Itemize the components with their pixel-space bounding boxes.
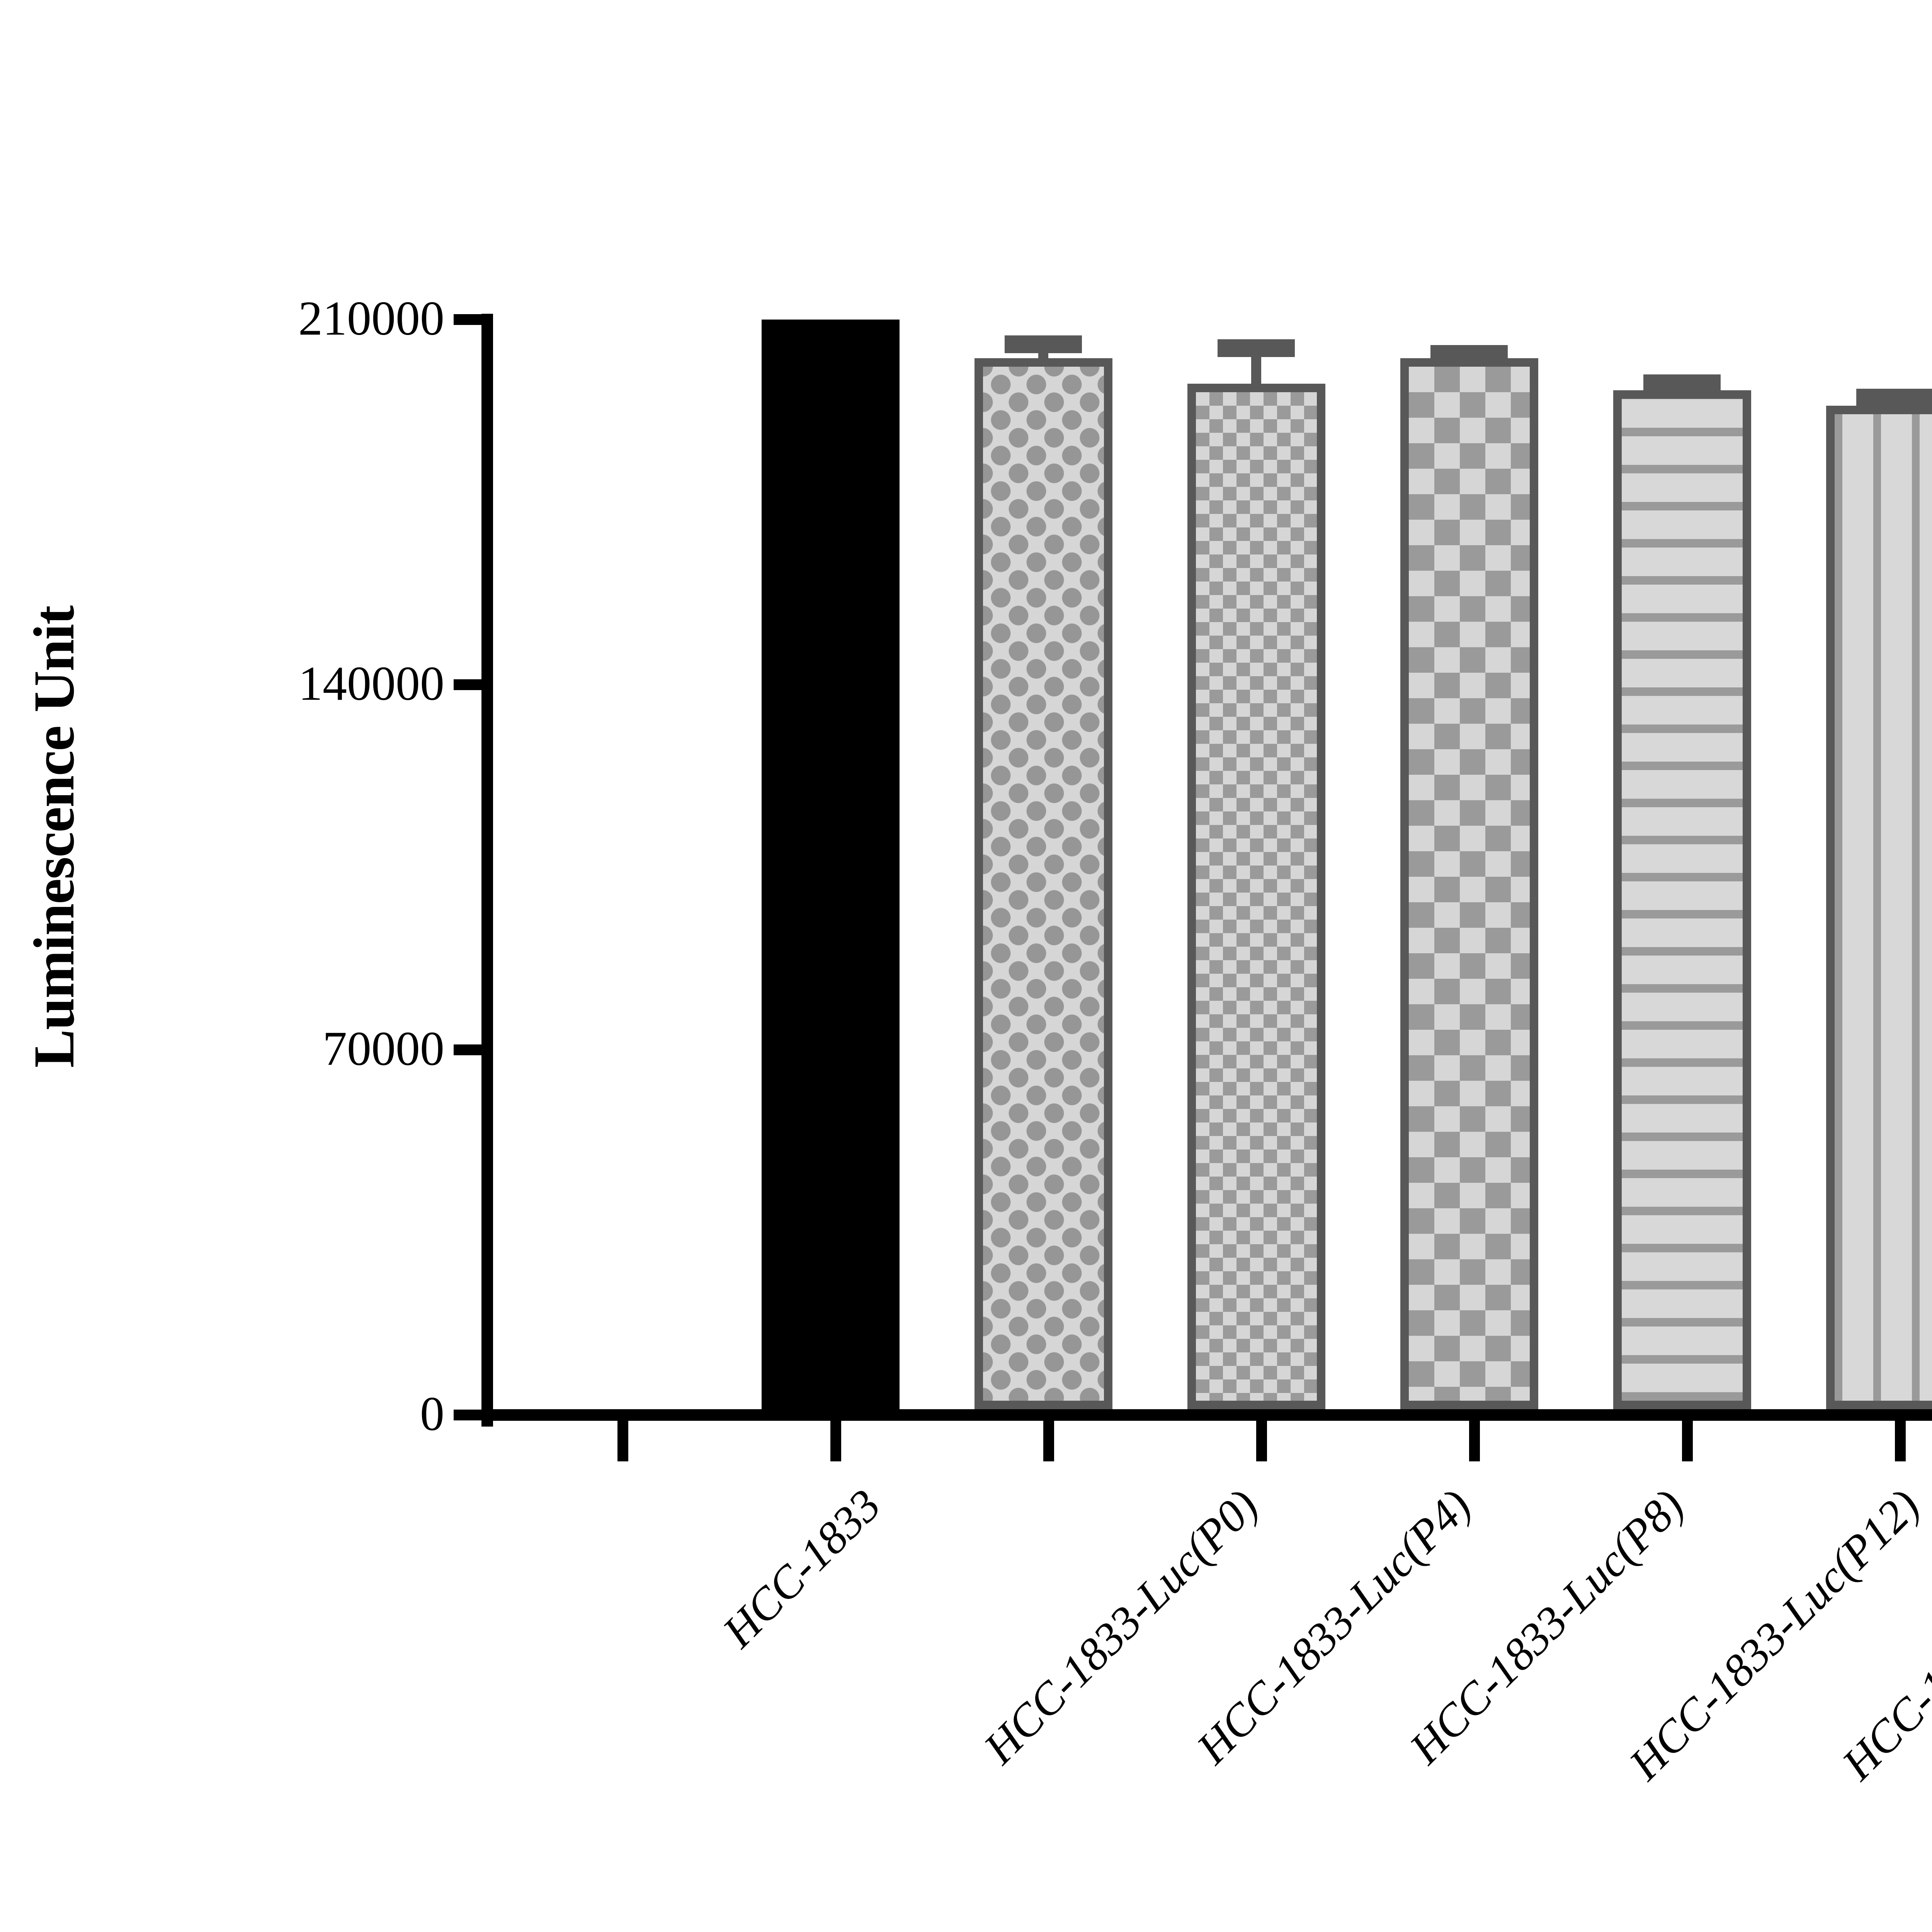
y-tick-label-210000: 210000 — [298, 292, 444, 345]
bar-hcc-1833-luc-p4 — [975, 358, 1112, 1409]
y-axis-title: Luminescence Unit — [22, 606, 86, 1068]
y-axis-line — [481, 314, 493, 1427]
y-tick-label-140000: 140000 — [298, 657, 444, 711]
y-tick-label-70000: 70000 — [323, 1022, 444, 1076]
bar-hcc-1833-luc-p20 — [1826, 406, 1932, 1409]
x-tick-0 — [617, 1421, 628, 1461]
error-bar-cap-p20 — [1856, 389, 1932, 406]
x-tick-1 — [830, 1421, 841, 1461]
bar-hcc-1833-luc-p0 — [762, 320, 900, 1409]
x-category-label-0: HCC-1833 — [713, 1480, 890, 1657]
bar-hcc-1833-luc-p16 — [1613, 390, 1751, 1409]
x-tick-5 — [1682, 1421, 1693, 1461]
error-bar-cap-p8 — [1218, 339, 1295, 357]
x-tick-3 — [1256, 1421, 1267, 1461]
y-tick-label-0: 0 — [420, 1387, 444, 1441]
x-tick-6 — [1895, 1421, 1906, 1461]
bar-hcc-1833-luc-p8 — [1187, 384, 1325, 1409]
x-axis-line — [481, 1409, 1932, 1421]
y-tick-0 — [454, 1410, 481, 1420]
y-tick-210000 — [454, 314, 481, 325]
error-bar-cap-p16 — [1643, 374, 1721, 392]
x-tick-4 — [1469, 1421, 1480, 1461]
bar-hcc-1833-luc-p12 — [1400, 358, 1538, 1409]
y-tick-140000 — [454, 679, 481, 690]
y-tick-70000 — [454, 1044, 481, 1055]
error-bar-cap-p12 — [1430, 345, 1508, 363]
x-tick-2 — [1043, 1421, 1054, 1461]
error-bar-cap-p4 — [1005, 335, 1082, 353]
